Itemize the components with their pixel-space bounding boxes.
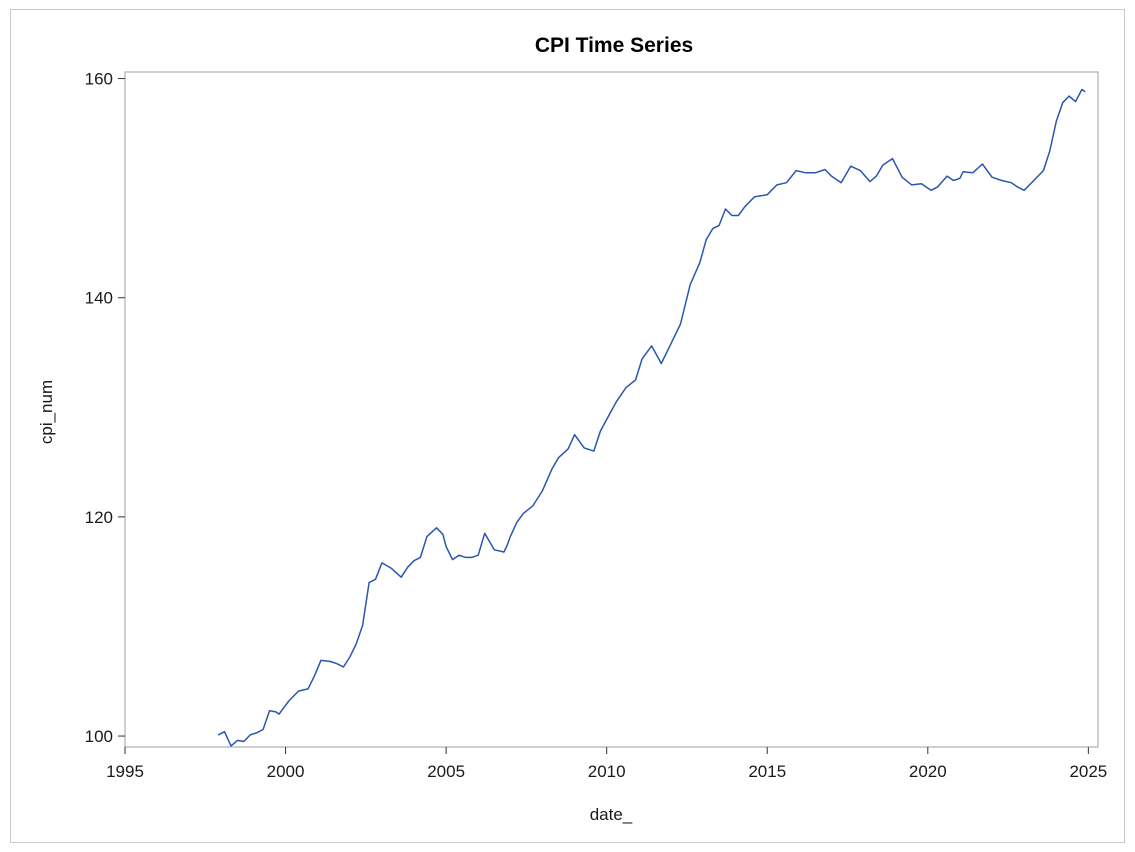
plot-area [124,71,1099,748]
x-tick-label-2000: 2000 [267,762,305,781]
x-axis-label: date_ [590,805,633,824]
x-tick-label-2020: 2020 [909,762,947,781]
y-tick-label-140: 140 [85,289,113,308]
y-tick-label-120: 120 [85,508,113,527]
y-tick-label-160: 160 [85,70,113,89]
x-axis: 1995 2000 2005 2010 2015 2020 2025 [106,747,1107,781]
chart-frame [10,9,1125,843]
chart-title: CPI Time Series [535,34,693,57]
y-axis: 100 120 140 160 [85,70,125,746]
x-tick-label-1995: 1995 [106,762,144,781]
x-tick-label-2005: 2005 [427,762,465,781]
x-tick-label-2025: 2025 [1069,762,1107,781]
y-tick-label-100: 100 [85,727,113,746]
x-tick-label-2015: 2015 [748,762,786,781]
x-tick-label-2010: 2010 [588,762,626,781]
y-axis-label: cpi_num [37,380,56,444]
series-line-0 [217,88,1086,747]
series-group [217,88,1086,747]
